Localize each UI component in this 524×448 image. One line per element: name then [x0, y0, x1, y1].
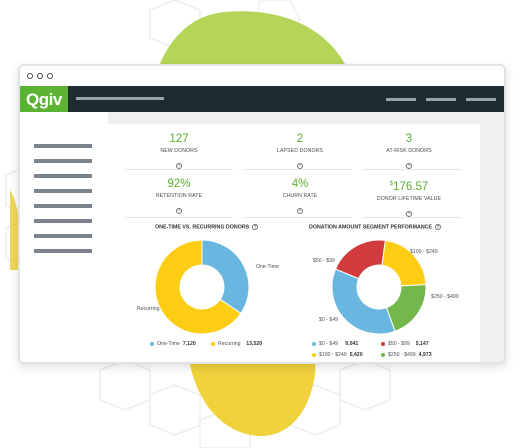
qgiv-logo[interactable]: Qgiv	[20, 86, 68, 115]
window-dot-icon[interactable]	[27, 73, 33, 79]
legend-value: 4,973	[418, 352, 432, 358]
donation-segment-slice-2[interactable]	[381, 239, 427, 287]
sidebar-item[interactable]	[34, 249, 92, 253]
legend-label: Recurring	[218, 341, 241, 347]
stat-value: 127	[169, 133, 189, 145]
slice-label-50-99: $50 - $99	[313, 258, 335, 264]
logo-text: Qgiv	[26, 90, 62, 109]
help-icon[interactable]: ?	[252, 224, 259, 230]
sidebar-item[interactable]	[34, 159, 92, 163]
help-icon[interactable]: ?	[176, 208, 182, 214]
divider	[362, 169, 462, 170]
sidebar	[20, 112, 108, 362]
donation-segment-slice-0[interactable]	[331, 268, 396, 335]
window-titlebar	[20, 66, 504, 86]
slice-label-100-249: $100 - $249	[410, 249, 438, 255]
slice-label-0-49: $0 - $49	[319, 317, 339, 323]
legend-dot-icon	[150, 341, 154, 346]
sidebar-item[interactable]	[34, 234, 92, 238]
divider	[244, 169, 352, 170]
legend-dot-icon	[381, 341, 385, 346]
stat-value: $176.57	[359, 177, 459, 194]
legend-item-0-49: $0 - $49 9,041	[312, 341, 358, 347]
legend-label: One-Time	[157, 341, 180, 347]
stat-label: DONOR LIFETIME VALUE	[376, 195, 442, 202]
help-icon[interactable]: ?	[297, 208, 303, 214]
header-nav-item[interactable]	[466, 98, 496, 101]
legend-item-250-499: $250 - $499 4,973	[381, 352, 432, 358]
dashboard-card: 127 NEW DONORS ? 2 LAPSED DONORS ? 3 AT-…	[108, 124, 480, 362]
stat-label: CHURN RATE	[282, 193, 318, 199]
donut-chart-donation-segment	[331, 239, 427, 335]
sidebar-item[interactable]	[34, 144, 92, 148]
chart-title-donation-segment: DONATION AMOUNT SEGMENT PERFORMANCE?	[309, 224, 442, 231]
slice-label-recurring: Recurring	[137, 306, 160, 312]
app-header: Qgiv	[20, 86, 504, 115]
help-icon[interactable]: ?	[406, 163, 412, 169]
help-icon[interactable]: ?	[406, 210, 412, 217]
stat-label: LAPSED DONORS	[277, 148, 323, 154]
stat-churn-rate: 4% CHURN RATE ?	[250, 177, 350, 217]
legend-value: 5,420	[349, 352, 363, 358]
stat-value: 92%	[167, 178, 191, 190]
legend-value: 7,120	[182, 341, 196, 347]
currency-symbol: $	[389, 181, 394, 187]
stat-donor-lifetime-value: $176.57 DONOR LIFETIME VALUE ?	[359, 177, 459, 220]
slice-label-one-time: One-Time	[256, 264, 279, 270]
header-title-placeholder	[76, 97, 164, 100]
divider	[362, 217, 462, 218]
window-dot-icon[interactable]	[37, 73, 43, 79]
divider	[244, 217, 352, 218]
legend-value: 5,147	[415, 341, 429, 347]
window-dot-icon[interactable]	[47, 73, 53, 79]
stat-value: 2	[296, 133, 304, 145]
slice-label-250-499: $250 - $499	[431, 294, 459, 300]
stat-retention-rate: 92% RETENTION RATE ?	[129, 177, 229, 217]
legend-item-recurring: Recurring 13,520	[211, 341, 262, 347]
sidebar-item[interactable]	[34, 219, 92, 223]
stat-lapsed-donors: 2 LAPSED DONORS ?	[250, 132, 350, 172]
donut-chart-one-time-vs-recurring	[154, 239, 250, 335]
stat-at-risk-donors: 3 AT-RISK DONORS ?	[359, 132, 459, 172]
stat-value: 4%	[291, 178, 309, 190]
legend-value: 13,520	[246, 341, 263, 347]
legend-dot-icon	[312, 352, 316, 357]
stat-label: RETENTION RATE	[155, 193, 203, 199]
legend-dot-icon	[211, 341, 215, 346]
chart-title-text: ONE-TIME VS. RECURRING DONORS	[155, 224, 250, 231]
dashboard-content: 127 NEW DONORS ? 2 LAPSED DONORS ? 3 AT-…	[108, 112, 504, 362]
stat-value: 3	[405, 133, 413, 145]
one-time-vs-recurring-slice-0[interactable]	[201, 239, 250, 315]
header-nav-item[interactable]	[426, 98, 456, 101]
legend-item-one-time: One-Time 7,120	[150, 341, 196, 347]
legend-dot-icon	[381, 352, 385, 357]
help-icon[interactable]: ?	[435, 224, 442, 230]
help-icon[interactable]: ?	[176, 163, 182, 169]
stat-label: NEW DONORS	[160, 148, 198, 154]
legend-item-100-249: $100 - $249 5,420	[312, 352, 363, 358]
one-time-vs-recurring-slice-1[interactable]	[154, 239, 242, 335]
chart-title-one-time-vs-recurring: ONE-TIME VS. RECURRING DONORS?	[155, 224, 259, 231]
sidebar-item[interactable]	[34, 189, 92, 193]
legend-label: $50 - $99	[388, 341, 410, 347]
legend-label: $0 - $49	[319, 341, 339, 347]
divider	[125, 217, 233, 218]
sidebar-item[interactable]	[34, 174, 92, 178]
legend-item-50-99: $50 - $99 5,147	[381, 341, 429, 347]
browser-window: Qgiv 127 NEW DONORS ? 2 LAPSED DONORS ?	[18, 64, 506, 364]
stat-new-donors: 127 NEW DONORS ?	[129, 132, 229, 172]
sidebar-item[interactable]	[34, 204, 92, 208]
legend-label: $100 - $249	[319, 352, 347, 358]
header-nav-item[interactable]	[386, 98, 416, 101]
chart-title-text: DONATION AMOUNT SEGMENT PERFORMANCE	[309, 224, 433, 231]
legend-value: 9,041	[345, 341, 359, 347]
divider	[125, 169, 233, 170]
donation-segment-slice-3[interactable]	[385, 284, 427, 332]
stat-amount: 176.57	[393, 180, 429, 193]
stat-label: AT-RISK DONORS	[386, 148, 432, 154]
help-icon[interactable]: ?	[297, 163, 303, 169]
legend-dot-icon	[312, 341, 316, 346]
legend-label: $250 - $499	[388, 352, 416, 358]
